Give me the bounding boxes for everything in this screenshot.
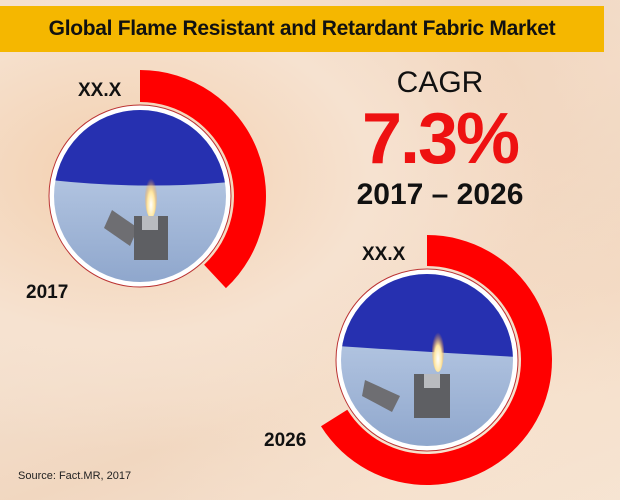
title-bar: Global Flame Resistant and Retardant Fab… bbox=[0, 6, 604, 52]
donut-arc-2017 bbox=[140, 70, 266, 289]
source-note: Source: Fact.MR, 2017 bbox=[18, 470, 132, 482]
cagr-value: 7.3% bbox=[361, 99, 520, 179]
donut-2017-year: 2017 bbox=[26, 282, 69, 303]
donut-2026-value: XX.X bbox=[362, 244, 406, 265]
page-title: Global Flame Resistant and Retardant Fab… bbox=[48, 17, 556, 40]
donut-2017-value: XX.X bbox=[78, 80, 122, 101]
photo-2017 bbox=[48, 104, 232, 288]
cagr-period: 2017 – 2026 bbox=[356, 178, 524, 211]
photo-2026 bbox=[335, 268, 519, 452]
donut-2026-year: 2026 bbox=[264, 430, 307, 451]
cagr-label: CAGR bbox=[396, 66, 484, 99]
